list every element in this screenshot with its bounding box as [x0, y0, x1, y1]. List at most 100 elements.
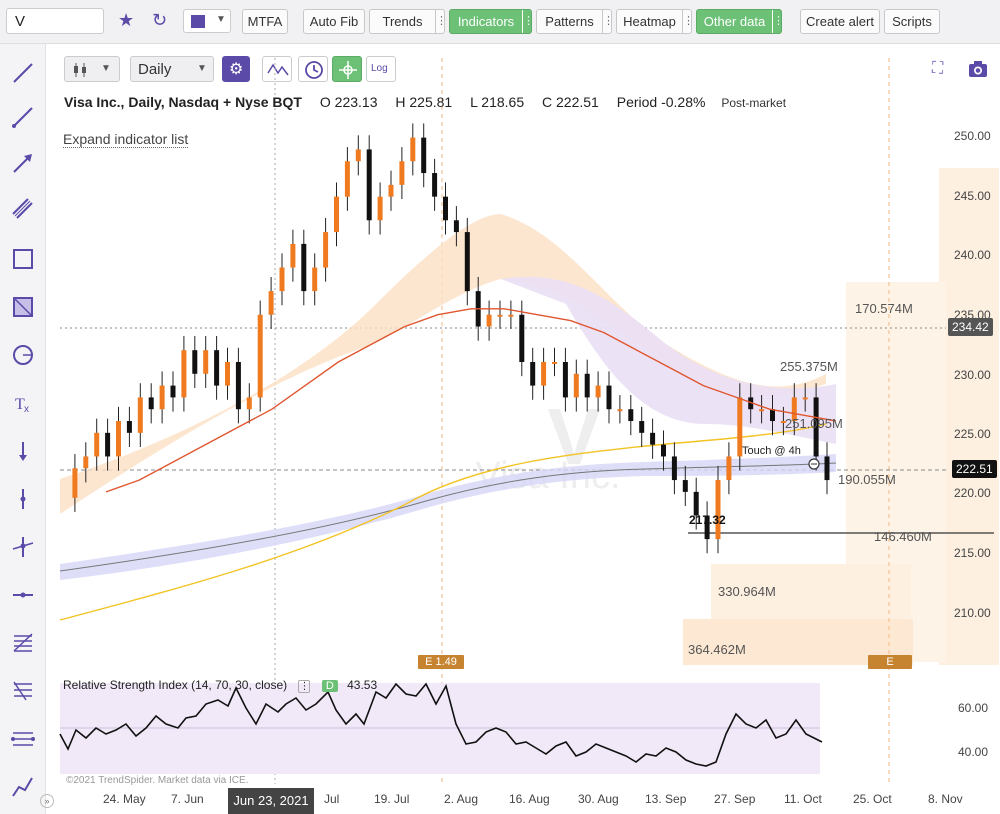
trendline-icon[interactable] — [10, 60, 36, 86]
candle-body — [159, 385, 165, 410]
candle-body — [759, 409, 765, 412]
trends-button[interactable]: Trends ⋮ — [369, 9, 447, 34]
patterns-button[interactable]: Patterns ⋮ — [536, 9, 614, 34]
chart-settings-button[interactable]: ⚙ — [222, 56, 250, 82]
candle-body — [639, 421, 645, 433]
rectangle-icon[interactable] — [10, 246, 36, 272]
symbol-name: Visa Inc., Daily, Nasdaq + Nyse BQT — [64, 94, 302, 110]
patterns-label: Patterns — [545, 14, 594, 29]
crosshair-toggle[interactable] — [332, 56, 362, 82]
chevron-down-icon: ▼ — [216, 14, 226, 25]
log-scale-toggle[interactable]: Log — [366, 56, 396, 82]
compare-button[interactable] — [262, 56, 292, 82]
other-data-button[interactable]: Other data ⋮ — [696, 9, 784, 34]
arrow-line-icon[interactable] — [10, 150, 36, 176]
star-icon[interactable]: ★ — [118, 10, 135, 30]
sma50-line — [105, 308, 837, 493]
earnings-badge[interactable]: E 1.49 — [418, 655, 464, 669]
patterns-menu-icon[interactable]: ⋮ — [602, 10, 614, 33]
color-swatch — [191, 15, 205, 28]
date-tick: 8. Nov — [928, 792, 963, 806]
indicators-button[interactable]: Indicators ⋮ — [449, 9, 534, 34]
candle-body — [279, 267, 285, 292]
alert-circle-icon[interactable] — [808, 458, 820, 470]
trends-menu-icon[interactable]: ⋮ — [435, 10, 447, 33]
wave-icon — [267, 63, 289, 76]
candle-body — [443, 196, 448, 221]
refresh-icon[interactable]: ↻ — [152, 10, 168, 30]
mtfa-button[interactable]: MTFA — [242, 9, 288, 34]
timeframe-select[interactable]: Daily ▼ — [130, 56, 214, 82]
circle-icon[interactable] — [10, 342, 36, 368]
rsi-tick: 60.00 — [958, 701, 989, 715]
horizontal-line-icon[interactable] — [10, 582, 36, 608]
scripts-button[interactable]: Scripts — [884, 9, 940, 34]
fib-extension-icon[interactable] — [10, 678, 36, 704]
candle-body — [541, 361, 547, 386]
price-tick: 220.00 — [954, 486, 991, 500]
auto-fib-button[interactable]: Auto Fib — [303, 9, 365, 34]
earnings-badge[interactable]: E — [868, 655, 912, 669]
price-tick: 250.00 — [954, 129, 991, 143]
candle-body — [671, 456, 677, 481]
channel-icon[interactable] — [10, 196, 36, 222]
candle-body — [704, 515, 710, 540]
sma200-line — [59, 462, 837, 572]
ray-icon[interactable] — [10, 104, 36, 130]
candle-body — [584, 373, 590, 398]
candlestick-icon — [74, 63, 86, 77]
candle-body — [290, 243, 296, 268]
parallel-lines-icon[interactable] — [10, 726, 36, 752]
vertical-line-icon[interactable] — [10, 486, 36, 512]
period-value: -0.28% — [661, 94, 706, 110]
price-tick: 240.00 — [954, 248, 991, 262]
high-label: H — [395, 94, 406, 110]
camera-icon[interactable] — [968, 60, 988, 78]
candle-body — [181, 350, 187, 398]
candle-body — [421, 137, 427, 174]
candle-body — [410, 137, 416, 162]
chart-type-select[interactable]: ▼ — [64, 56, 120, 82]
replay-button[interactable] — [298, 56, 328, 82]
ohlc-legend: Visa Inc., Daily, Nasdaq + Nyse BQT O 22… — [64, 94, 786, 110]
low-value: 218.65 — [481, 94, 525, 110]
chart-area[interactable]: ▼ Daily ▼ ⚙ Log ⛶ — [46, 44, 1000, 814]
price-tick: 210.00 — [954, 606, 991, 620]
candle-body — [453, 220, 459, 233]
candle-body — [257, 314, 263, 398]
color-picker[interactable]: ▼ — [183, 9, 231, 33]
scroll-right-icon[interactable]: » — [40, 794, 54, 808]
sma100-line — [59, 423, 827, 621]
crossline-icon[interactable] — [10, 534, 36, 560]
low-label: L — [470, 94, 478, 110]
period-label: Period — [616, 94, 658, 110]
fullscreen-icon[interactable]: ⛶ — [932, 60, 944, 77]
heatmap-menu-icon[interactable]: ⋮ — [682, 10, 694, 33]
svg-text:x: x — [24, 404, 29, 415]
heatmap-button[interactable]: Heatmap ⋮ — [616, 9, 694, 34]
candle-body — [573, 373, 579, 398]
last-price-tag: 222.51 — [952, 460, 997, 478]
arrow-down-icon[interactable] — [10, 438, 36, 464]
create-alert-button[interactable]: Create alert — [800, 9, 880, 34]
expand-indicator-list[interactable]: Expand indicator list — [63, 131, 189, 148]
candle-body — [246, 397, 252, 410]
path-icon[interactable] — [10, 774, 36, 800]
indicators-menu-icon[interactable]: ⋮ — [522, 10, 534, 33]
candle-body — [737, 397, 743, 457]
filled-rectangle-icon[interactable] — [10, 294, 36, 320]
chart-canvas: V Visa Inc. — [59, 58, 999, 784]
rsi-menu-icon[interactable]: ⋮ — [298, 680, 311, 693]
candle-body — [126, 421, 132, 433]
fib-retracement-icon[interactable] — [10, 630, 36, 656]
symbol-input[interactable] — [6, 8, 104, 34]
other-data-menu-icon[interactable]: ⋮ — [772, 10, 784, 33]
candle-body — [366, 149, 372, 221]
crosshair-icon — [339, 61, 357, 79]
candle-body — [83, 456, 89, 469]
chevron-down-icon: ▼ — [101, 63, 111, 74]
date-tick: 30. Aug — [578, 792, 619, 806]
candle-body — [148, 397, 154, 410]
volume-label: 330.964M — [718, 584, 776, 599]
